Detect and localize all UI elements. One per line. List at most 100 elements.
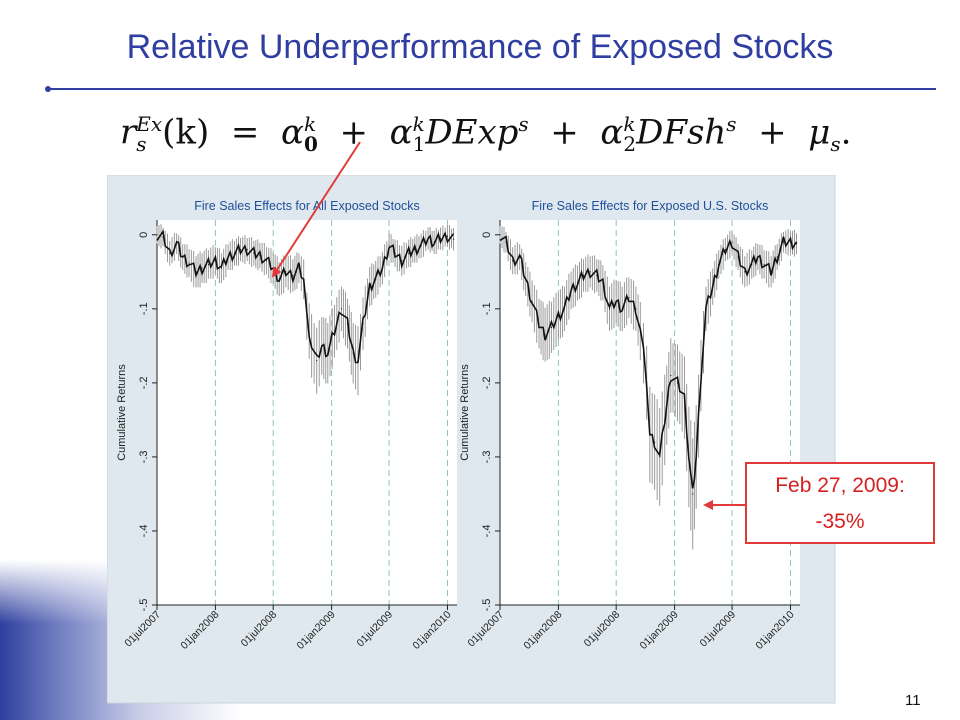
- data-point: [420, 245, 422, 247]
- y-tick-label: -.3: [481, 451, 493, 464]
- data-point: [220, 267, 223, 269]
- data-point: [357, 360, 359, 362]
- data-point: [795, 243, 798, 245]
- data-point: [188, 262, 190, 264]
- data-point: [233, 252, 236, 254]
- data-point: [718, 263, 720, 266]
- data-point: [207, 263, 210, 266]
- data-point: [182, 256, 184, 258]
- eq-lhs-sup: Ex: [136, 112, 163, 137]
- data-point: [649, 434, 651, 436]
- data-point: [446, 235, 449, 237]
- data-point: [538, 323, 540, 325]
- data-point: [737, 256, 739, 258]
- data-point: [303, 278, 305, 280]
- y-axis-label: Cumulative Returns: [116, 364, 128, 461]
- y-tick-label: -.1: [138, 302, 150, 315]
- eq-lhs-arg: (k): [162, 112, 210, 153]
- chart-title: Fire Sales Effects for Exposed U.S. Stoc…: [532, 199, 769, 213]
- data-point: [375, 278, 377, 280]
- eq-alpha1: α: [389, 112, 413, 153]
- data-point: [321, 345, 323, 347]
- data-point: [311, 345, 313, 347]
- data-point: [176, 243, 178, 245]
- data-point: [306, 315, 308, 317]
- chart-panel-1: Fire Sales Effects for All Exposed Stock…: [116, 199, 457, 652]
- data-point: [394, 252, 396, 254]
- page-number: 11: [905, 692, 921, 709]
- eq-term2: DFsh: [636, 112, 727, 153]
- data-point: [285, 271, 287, 273]
- data-point: [602, 282, 604, 284]
- y-tick-label: -.4: [481, 525, 493, 538]
- eq-term1: DExp: [425, 112, 519, 153]
- data-point: [635, 308, 637, 310]
- eq-mu: μ: [808, 112, 831, 153]
- data-point: [589, 271, 591, 273]
- chart-title: Fire Sales Effects for All Exposed Stock…: [194, 199, 420, 213]
- y-tick-label: -.1: [481, 302, 493, 315]
- data-point: [550, 326, 553, 328]
- data-point: [557, 315, 560, 317]
- data-point: [162, 236, 164, 238]
- callout-box: Feb 27, 2009: -35%: [745, 462, 935, 544]
- eq-alpha0-sup: k: [304, 112, 317, 137]
- data-point: [582, 274, 585, 277]
- data-point: [628, 297, 630, 299]
- data-point: [333, 330, 336, 332]
- data-point: [695, 456, 697, 458]
- data-point: [292, 274, 294, 277]
- data-point: [782, 241, 785, 243]
- data-point: [433, 241, 435, 243]
- arrow-to-left-chart: [271, 141, 361, 278]
- data-point: [227, 256, 229, 258]
- data-point: [201, 267, 203, 269]
- data-point: [563, 308, 566, 310]
- data-point: [705, 308, 707, 310]
- eq-lhs-sub: s: [136, 132, 147, 157]
- data-point: [576, 282, 579, 284]
- data-point: [156, 234, 158, 236]
- plot-area: [157, 220, 457, 605]
- callout-date: Feb 27, 2009:: [775, 474, 905, 497]
- data-point: [246, 249, 248, 251]
- data-point: [642, 352, 645, 354]
- data-point: [757, 256, 759, 258]
- data-point: [452, 238, 455, 240]
- data-point: [724, 249, 726, 251]
- data-point: [731, 241, 733, 243]
- y-tick-label: -.5: [481, 599, 493, 612]
- data-point: [654, 441, 656, 443]
- data-point: [352, 352, 354, 354]
- data-point: [789, 241, 792, 243]
- data-point: [670, 374, 672, 377]
- data-point: [327, 352, 329, 354]
- data-point: [195, 271, 197, 273]
- y-tick-label: 0: [138, 232, 150, 238]
- eq-term2-sup: s: [726, 112, 737, 136]
- data-point: [646, 382, 648, 384]
- data-point: [512, 260, 514, 262]
- data-point: [525, 278, 527, 280]
- data-point: [362, 323, 364, 325]
- eq-alpha2: α: [600, 112, 624, 153]
- data-point: [692, 493, 694, 495]
- data-point: [340, 308, 343, 310]
- series-line: [499, 235, 798, 489]
- eq-alpha2-sub: 2: [623, 132, 637, 157]
- y-tick-label: -.2: [138, 376, 150, 389]
- eq-lhs-base: r: [120, 112, 137, 153]
- data-point: [298, 267, 300, 269]
- data-point: [169, 252, 171, 254]
- data-point: [712, 286, 714, 288]
- data-point: [265, 260, 268, 262]
- eq-mu-sub: s: [830, 132, 841, 157]
- data-point: [499, 234, 501, 236]
- data-point: [401, 260, 403, 262]
- data-point: [664, 419, 666, 421]
- y-tick-label: -.4: [138, 525, 150, 538]
- data-point: [676, 382, 679, 384]
- data-point: [744, 271, 746, 273]
- data-point: [621, 308, 623, 310]
